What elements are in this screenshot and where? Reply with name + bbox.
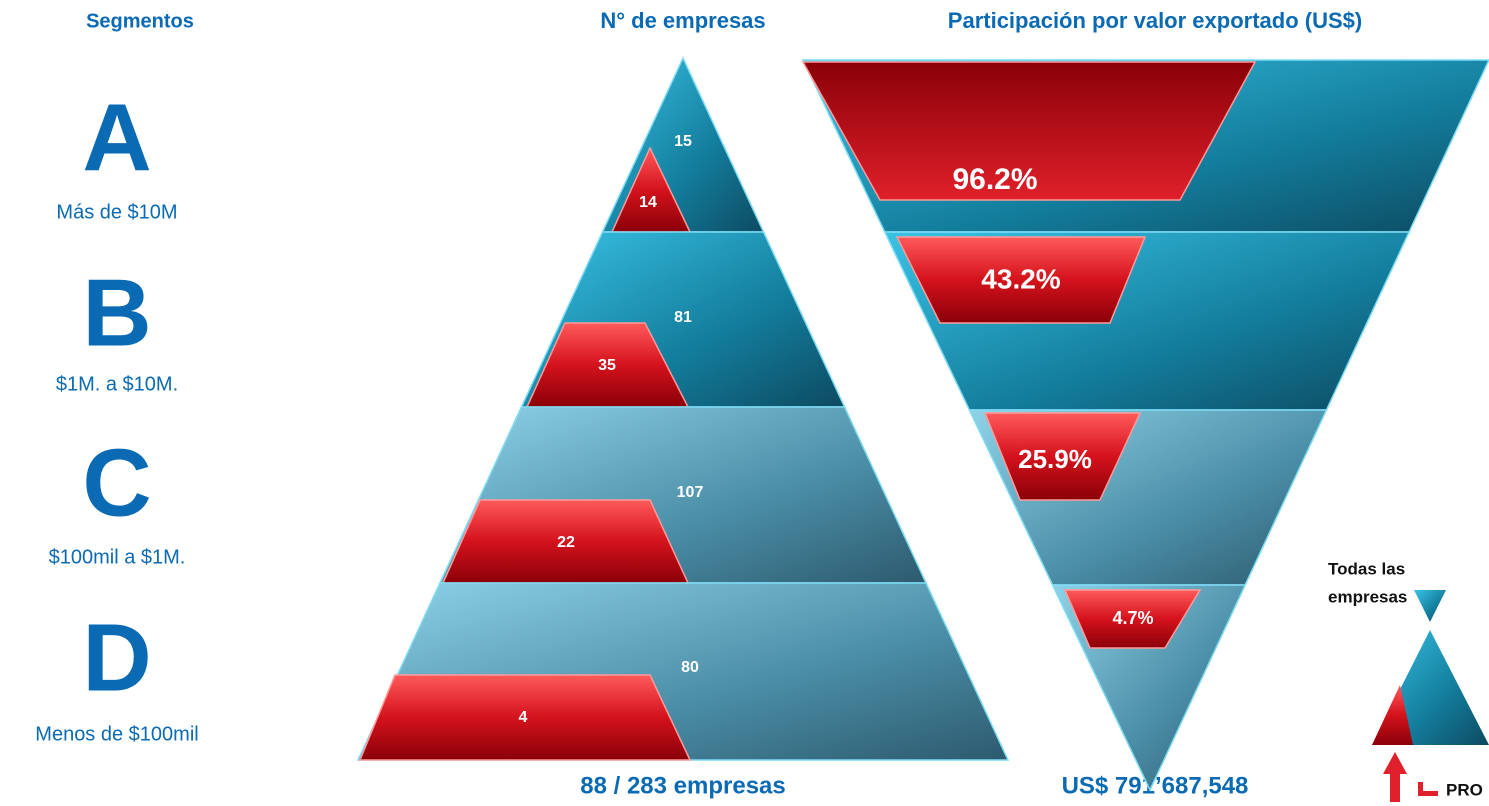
pyramid-highlight <box>358 674 692 761</box>
segment-letter: D <box>82 604 151 711</box>
arrow-icon <box>1383 752 1407 802</box>
share-highlight <box>895 236 1147 324</box>
share-highlight <box>1063 589 1202 649</box>
share-label: 25.9% <box>1018 444 1092 474</box>
highlight-label: 35 <box>598 357 616 374</box>
legend-text: Todas las <box>1328 559 1405 578</box>
share-title: Participación por valor exportado (US$) <box>948 8 1362 33</box>
total-label: 107 <box>677 484 704 501</box>
segment-letter: C <box>82 429 151 536</box>
logo-icon <box>1418 782 1438 796</box>
total-label: 81 <box>674 309 692 326</box>
share-label: 96.2% <box>952 163 1037 196</box>
share-label: 43.2% <box>981 263 1060 294</box>
highlight-label: 14 <box>639 194 657 211</box>
legend-text: empresas <box>1328 587 1407 606</box>
legend-icon <box>1372 685 1413 745</box>
highlight-label: 4 <box>519 709 528 726</box>
segment-range: $100mil a $1M. <box>49 546 186 568</box>
total-label: 80 <box>681 659 699 676</box>
segment-letter: A <box>82 84 151 191</box>
segments-title: Segmentos <box>86 10 194 32</box>
segment-range: Menos de $100mil <box>35 723 198 745</box>
share-highlight <box>801 61 1257 201</box>
share-label: 4.7% <box>1112 608 1153 628</box>
companies-title: N° de empresas <box>600 8 765 33</box>
highlight-label: 22 <box>557 534 575 551</box>
cut-text: PRO <box>1446 780 1483 799</box>
segment-letter: B <box>82 259 151 366</box>
segment-range: Más de $10M <box>56 201 177 223</box>
legend-icon <box>1414 590 1446 622</box>
companies-total: 88 / 283 empresas <box>580 772 786 799</box>
segment-range: $1M. a $10M. <box>56 373 178 395</box>
share-highlight <box>983 412 1142 501</box>
total-label: 15 <box>674 133 692 150</box>
